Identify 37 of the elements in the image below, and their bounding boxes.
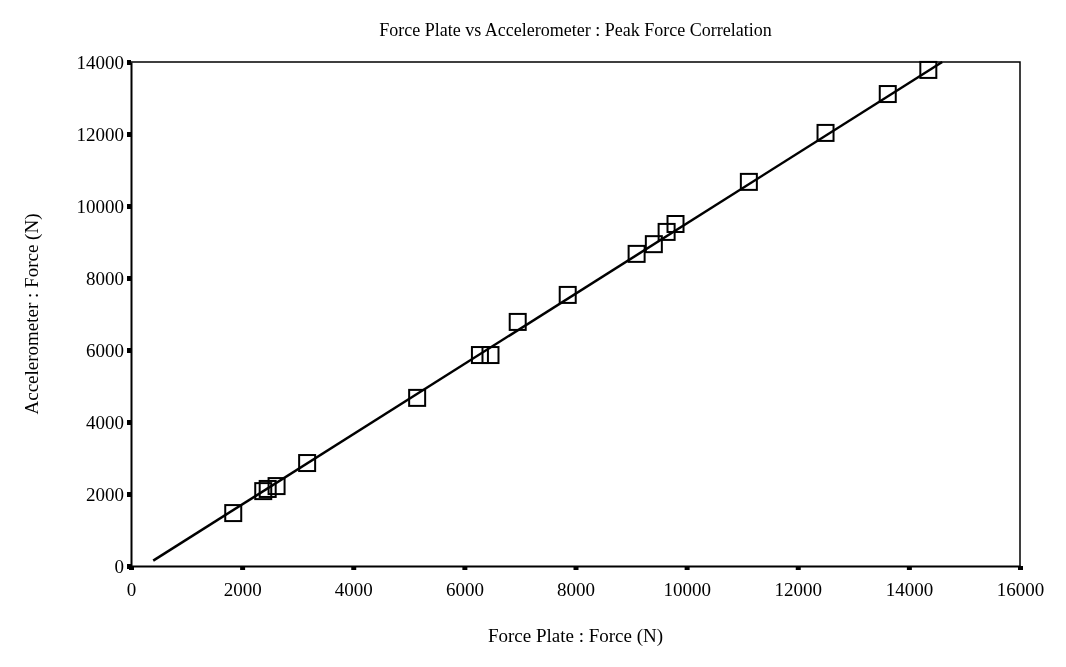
point bbox=[919, 60, 938, 79]
point bbox=[627, 244, 646, 263]
y-tick-label: 14000 bbox=[76, 51, 124, 73]
point bbox=[408, 388, 427, 407]
x-tick-label: 10000 bbox=[663, 578, 711, 600]
y-axis-title: Accelerometer : Force (N) bbox=[21, 213, 43, 415]
point bbox=[224, 504, 243, 523]
y-tick-label: 0 bbox=[114, 555, 124, 577]
point bbox=[298, 454, 317, 473]
x-tick-label: 12000 bbox=[774, 578, 822, 600]
y-tick-label: 8000 bbox=[86, 267, 124, 289]
x-tick-label: 6000 bbox=[445, 578, 484, 600]
point bbox=[739, 172, 758, 191]
y-tick-label: 4000 bbox=[86, 411, 124, 433]
point bbox=[508, 312, 527, 331]
point bbox=[644, 235, 663, 254]
point bbox=[470, 346, 489, 365]
point bbox=[258, 479, 277, 498]
y-tick-label: 12000 bbox=[76, 123, 124, 145]
y-tick-label: 2000 bbox=[86, 483, 124, 505]
x-tick-label: 14000 bbox=[885, 578, 934, 600]
y-tick-label: 6000 bbox=[86, 339, 124, 361]
point bbox=[878, 85, 897, 104]
point bbox=[254, 482, 273, 501]
point bbox=[267, 477, 286, 496]
x-tick-label: 16000 bbox=[996, 578, 1045, 600]
point bbox=[558, 285, 577, 304]
x-tick-label: 4000 bbox=[334, 578, 373, 600]
point bbox=[657, 222, 676, 241]
x-axis-title: Force Plate : Force (N) bbox=[487, 625, 664, 647]
point bbox=[666, 215, 685, 233]
point bbox=[481, 346, 500, 365]
x-tick-label: 8000 bbox=[557, 578, 595, 600]
point bbox=[816, 123, 835, 142]
x-tick-label: 2000 bbox=[223, 578, 262, 600]
chart-title: Force Plate vs Accelerometer : Peak Force Correlation bbox=[379, 20, 772, 40]
y-tick-label: 10000 bbox=[76, 195, 124, 217]
